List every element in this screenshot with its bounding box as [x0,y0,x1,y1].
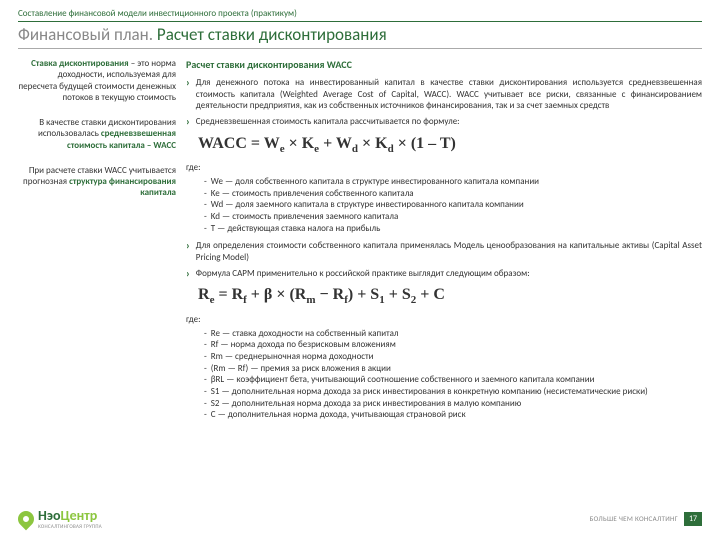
bullet-1: › Для денежного потока на инвестированны… [186,77,702,112]
definition-item: -(Rm — Rf) — премия за риск вложения в а… [204,363,702,375]
right-column: Расчет ставки дисконтирования WACC › Для… [186,58,702,427]
section-title: Расчет ставки дисконтирования WACC [186,58,702,71]
bullet-marker: › [186,268,190,280]
where-1: где: [186,162,702,174]
left-block-2: В качестве ставки дисконтирования исполь… [18,117,176,151]
main-title: Финансовый план. Расчет ставки дисконтир… [18,24,387,45]
definition-item: -Wd — доля заемного капитала в структуре… [204,199,702,211]
footer: НэоЦентр КОНСАЛТИНГОВАЯ ГРУППА БОЛЬШЕ ЧЕ… [18,507,702,530]
bullet-2: › Средневзвешенная стоимость капитала ра… [186,116,702,128]
title-divider [18,48,702,49]
bullet-marker: › [186,116,190,128]
left-block-1: Ставка дисконтирования – это норма доход… [18,58,176,103]
page-number: 17 [684,512,702,526]
bullet-3: › Для определения стоимости собственного… [186,240,702,263]
sub-title: Составление финансовой модели инвестицио… [18,8,702,19]
definition-item: -Ke — стоимость привлечения собственного… [204,188,702,200]
bullet-marker: › [186,77,190,112]
bullet-marker: › [186,240,190,263]
title-gray: Финансовый план. [18,24,157,45]
definition-item: -T — действующая ставка налога на прибыл… [204,223,702,235]
definition-item: -Kd — стоимость привлечения заемного кап… [204,211,702,223]
definition-item: -Rf — норма дохода по безрисковым вложен… [204,339,702,351]
definition-item: -C — дополнительная норма дохода, учитыв… [204,409,702,421]
definition-item: -S2 — дополнительная норма дохода за рис… [204,398,702,410]
title-green: Расчет ставки дисконтирования [157,24,387,45]
definition-item: -βRL — коэффициент бета, учитывающий соо… [204,374,702,386]
left-block-3: При расчете ставки WACC учитывается прог… [18,165,176,199]
logo: НэоЦентр КОНСАЛТИНГОВАЯ ГРУППА [18,507,102,530]
definitions-1: -We — доля собственного капитала в струк… [204,176,702,234]
definition-item: -Re — ставка доходности на собственный к… [204,328,702,340]
header-bar: Составление финансовой модели инвестицио… [18,8,702,22]
definition-item: -We — доля собственного капитала в струк… [204,176,702,188]
definitions-2: -Re — ставка доходности на собственный к… [204,328,702,422]
logo-icon [15,507,38,530]
formula-capm: Re = Rf + β × (Rm − Rf) + S1 + S2 + C [198,285,702,307]
footer-right: БОЛЬШЕ ЧЕМ КОНСАЛТИНГ 17 [590,512,702,526]
where-2: где: [186,314,702,326]
formula-wacc: WACC = We × Ke + Wd × Kd × (1 – T) [198,134,702,156]
left-column: Ставка дисконтирования – это норма доход… [18,58,176,213]
tagline: БОЛЬШЕ ЧЕМ КОНСАЛТИНГ [590,514,678,523]
definition-item: -Rm — среднерыночная норма доходности [204,351,702,363]
definition-item: -S1 — дополнительная норма дохода за рис… [204,386,702,398]
bullet-4: › Формула CAPM применительно к российско… [186,268,702,280]
